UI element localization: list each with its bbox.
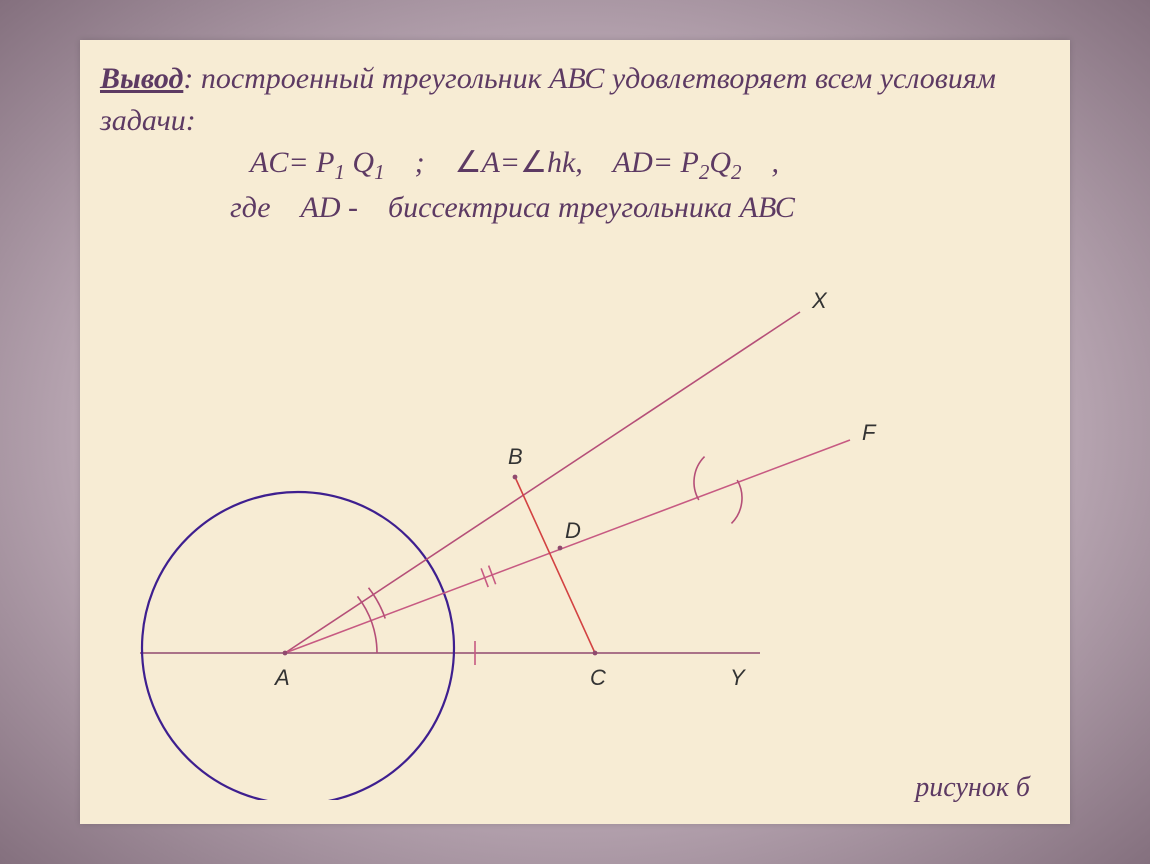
text-line-2: AC= P1 Q1 ; ∠A=∠hk, AD= P2Q2 , — [250, 142, 1050, 187]
line1-rest: : построенный треугольник АВС удовлетвор… — [100, 62, 996, 137]
svg-text:B: B — [508, 444, 523, 469]
text-line-1: Вывод: построенный треугольник АВС удовл… — [100, 58, 1050, 142]
slide-frame: Вывод: построенный треугольник АВС удовл… — [0, 0, 1150, 864]
geometry-diagram: X F B D A C Y — [80, 240, 1070, 800]
conclusion-text: Вывод: построенный треугольник АВС удовл… — [100, 58, 1050, 229]
svg-text:C: C — [590, 665, 606, 690]
figure-caption: рисунок б — [915, 772, 1030, 804]
svg-text:X: X — [811, 288, 828, 313]
svg-text:F: F — [862, 420, 877, 445]
svg-text:D: D — [565, 518, 581, 543]
lead-word: Вывод — [100, 62, 183, 95]
slide-card: Вывод: построенный треугольник АВС удовл… — [80, 40, 1070, 824]
svg-text:Y: Y — [730, 665, 746, 690]
svg-text:A: A — [273, 665, 290, 690]
text-line-3: где AD - биссектриса треугольника АВС — [230, 187, 1050, 229]
